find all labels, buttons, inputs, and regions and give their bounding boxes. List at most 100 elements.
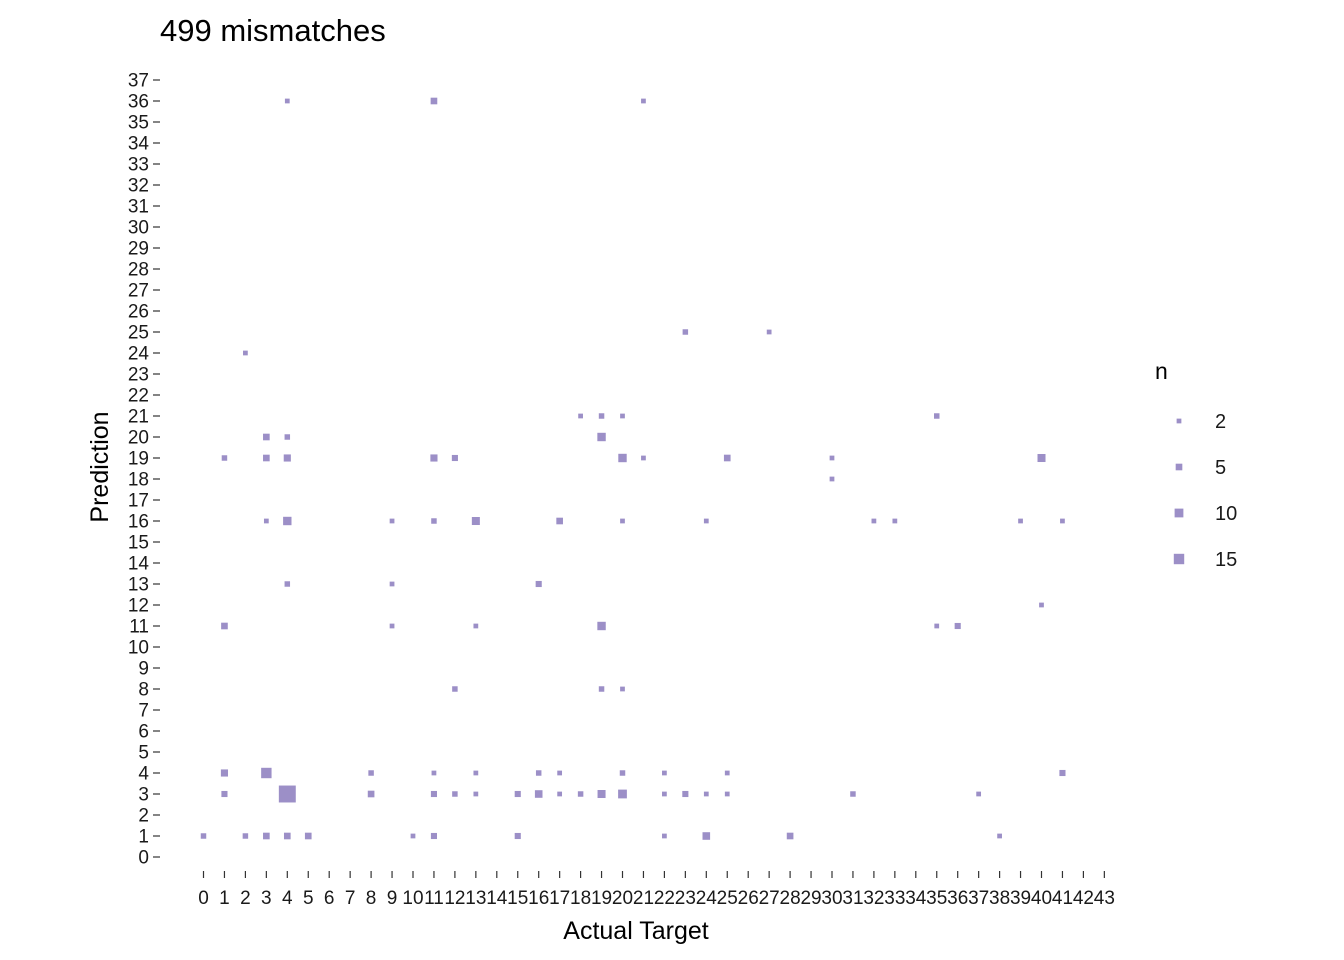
y-tick-label: 19 xyxy=(128,449,149,470)
data-point xyxy=(284,581,291,587)
y-tick-label: 9 xyxy=(138,659,149,680)
data-point xyxy=(430,97,438,105)
y-tick-label: 34 xyxy=(128,134,150,155)
y-tick-label: 0 xyxy=(138,848,149,869)
y-tick-label: 28 xyxy=(128,260,149,281)
x-tick-label: 25 xyxy=(717,888,738,909)
data-point xyxy=(284,98,290,104)
data-point xyxy=(283,454,291,462)
y-tick-label: 23 xyxy=(128,365,149,386)
data-point xyxy=(892,518,898,524)
data-point xyxy=(997,833,1002,839)
data-point xyxy=(534,790,543,798)
data-point xyxy=(1037,454,1046,463)
data-point xyxy=(431,770,437,776)
y-tick-label: 6 xyxy=(138,722,149,743)
chart-title: 499 mismatches xyxy=(160,13,386,48)
data-point xyxy=(514,790,521,798)
x-tick-label: 11 xyxy=(424,888,444,909)
data-point xyxy=(976,791,982,797)
y-tick-label: 13 xyxy=(128,575,149,596)
data-point xyxy=(766,329,772,335)
y-tick-label: 8 xyxy=(138,680,149,701)
data-point xyxy=(514,832,521,840)
x-tick-label: 5 xyxy=(303,888,314,909)
y-tick-label: 3 xyxy=(138,785,149,806)
data-point xyxy=(682,790,689,798)
y-tick-label: 7 xyxy=(138,701,149,722)
data-point xyxy=(263,518,269,524)
data-point xyxy=(1059,769,1066,777)
data-point xyxy=(263,433,270,441)
data-point xyxy=(641,98,646,104)
data-point xyxy=(850,791,856,797)
data-point xyxy=(221,622,228,630)
legend-label: 15 xyxy=(1215,549,1237,571)
x-tick-label: 37 xyxy=(968,888,989,909)
data-point xyxy=(389,518,395,524)
data-point xyxy=(620,518,625,524)
legend-key xyxy=(1174,508,1184,518)
x-tick-label: 0 xyxy=(198,888,209,909)
data-point xyxy=(452,791,458,797)
data-point xyxy=(619,770,626,776)
data-point xyxy=(598,413,605,419)
data-point xyxy=(1039,602,1044,608)
data-point xyxy=(473,623,479,629)
data-point xyxy=(703,518,709,524)
data-point xyxy=(221,455,228,461)
data-point xyxy=(598,686,605,692)
x-tick-label: 21 xyxy=(633,888,654,909)
y-tick-label: 24 xyxy=(128,344,150,365)
x-tick-label: 34 xyxy=(905,888,927,909)
legend-title: n xyxy=(1155,358,1168,384)
data-point xyxy=(578,413,583,419)
data-point xyxy=(243,350,248,356)
y-tick-label: 22 xyxy=(128,386,149,407)
data-point xyxy=(368,770,374,776)
y-tick-label: 15 xyxy=(128,533,149,554)
data-point xyxy=(662,770,667,776)
data-point xyxy=(786,832,794,840)
data-point xyxy=(473,770,479,776)
data-point xyxy=(242,833,249,839)
y-tick-label: 32 xyxy=(128,176,149,197)
x-tick-label: 28 xyxy=(780,888,801,909)
y-tick-label: 12 xyxy=(128,596,149,617)
x-tick-label: 43 xyxy=(1094,888,1115,909)
data-point xyxy=(430,790,437,798)
data-point xyxy=(1060,518,1065,524)
y-tick-label: 17 xyxy=(128,491,149,512)
data-point xyxy=(261,767,272,779)
x-tick-label: 1 xyxy=(219,888,230,909)
data-point xyxy=(471,517,480,526)
y-tick-label: 20 xyxy=(128,428,149,449)
data-point xyxy=(304,832,312,840)
y-tick-label: 5 xyxy=(138,743,149,764)
data-point xyxy=(430,454,438,462)
data-point xyxy=(662,791,667,797)
x-tick-label: 17 xyxy=(549,888,570,909)
y-tick-label: 2 xyxy=(138,806,149,827)
data-point xyxy=(389,581,395,587)
data-point xyxy=(620,413,625,419)
x-tick-label: 7 xyxy=(345,888,356,909)
x-tick-label: 15 xyxy=(507,888,528,909)
data-point xyxy=(220,769,229,777)
y-tick-label: 31 xyxy=(128,197,149,218)
x-tick-label: 13 xyxy=(465,888,486,909)
data-point xyxy=(724,770,730,776)
x-tick-label: 31 xyxy=(842,888,863,909)
x-tick-label: 42 xyxy=(1073,888,1094,909)
y-axis: 0123456789101112131415161718192021222324… xyxy=(128,71,160,869)
x-tick-label: 23 xyxy=(675,888,696,909)
x-tick-label: 33 xyxy=(884,888,905,909)
data-point xyxy=(618,453,627,463)
data-point xyxy=(283,516,292,526)
y-tick-label: 4 xyxy=(138,764,149,785)
data-point xyxy=(410,833,416,839)
y-axis-title: Prediction xyxy=(86,411,114,522)
x-axis-title: Actual Target xyxy=(563,917,709,945)
data-point xyxy=(829,476,835,482)
